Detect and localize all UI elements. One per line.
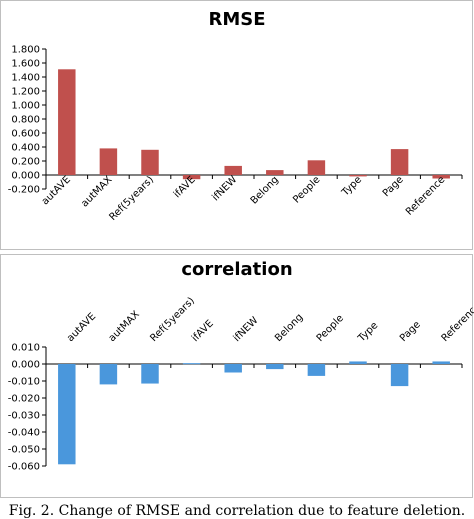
- correlation-chart-panel: correlation 0.010 0.000 -0.010 -0.020 -0.030…: [0, 254, 474, 500]
- correlation-chart-border: [0, 254, 473, 498]
- correlation-bar: [99, 364, 118, 385]
- correlation-y-tick-label: -0.010: [8, 377, 40, 388]
- rmse-chart-border: [0, 0, 473, 250]
- rmse-category-label: Reference: [404, 174, 447, 217]
- correlation-bar: [182, 363, 201, 365]
- rmse-bar: [349, 175, 367, 177]
- rmse-category-label: Ref(5years): [107, 174, 156, 223]
- correlation-y-tick-label: -0.050: [8, 445, 40, 456]
- rmse-y-tick-label: 0.600: [11, 129, 40, 140]
- rmse-y-tick-label: 0.400: [11, 143, 40, 154]
- rmse-category-label: ifNEW: [210, 174, 239, 203]
- rmse-bar: [390, 149, 409, 175]
- correlation-bar: [224, 364, 242, 373]
- rmse-y-tick-label: 0.200: [11, 157, 40, 168]
- correlation-bar: [390, 364, 409, 387]
- rmse-y-tick-label: 0.000: [11, 171, 40, 182]
- rmse-y-tick-label: 1.800: [11, 45, 40, 56]
- correlation-y-tick-label: 0.010: [11, 343, 40, 354]
- correlation-category-label: Type: [356, 320, 381, 345]
- correlation-category-label: People: [315, 313, 346, 344]
- rmse-chart-plot: 1.800 1.600 1.400 1.200 1.000 0.800 0.600 0.400…: [8, 45, 463, 223]
- correlation-y-tick-label: -0.040: [8, 428, 40, 439]
- rmse-category-label: autMAX: [79, 174, 114, 209]
- correlation-category-label: Belong: [273, 312, 305, 344]
- correlation-category-label: ifAVE: [190, 318, 216, 344]
- rmse-category-label: autAVE: [40, 174, 73, 207]
- rmse-y-tick-label: 0.800: [11, 115, 40, 126]
- rmse-bar: [266, 170, 284, 175]
- correlation-category-label: Page: [398, 319, 423, 344]
- rmse-bar: [182, 175, 201, 180]
- correlation-bar: [58, 364, 76, 465]
- rmse-category-label: Page: [381, 174, 406, 199]
- rmse-bar: [224, 165, 242, 175]
- rmse-bar: [99, 148, 118, 175]
- correlation-category-label: Reference: [440, 301, 474, 344]
- rmse-category-label: Belong: [249, 174, 281, 206]
- rmse-y-tick-label: 1.600: [11, 59, 40, 70]
- rmse-category-label: Type: [339, 174, 364, 199]
- rmse-chart-panel: RMSE 1.800 1.600 1.400 1.200 1.000 0.800 0.600…: [0, 0, 474, 254]
- rmse-bar: [141, 149, 159, 175]
- rmse-category-label: People: [291, 174, 322, 205]
- rmse-bar: [307, 160, 326, 175]
- rmse-y-tick-label: 1.000: [11, 101, 40, 112]
- rmse-bar: [58, 69, 76, 175]
- correlation-chart-plot: 0.010 0.000 -0.010 -0.020 -0.030 -0.040 -0.050…: [8, 295, 474, 473]
- rmse-bar: [432, 175, 450, 179]
- correlation-bar: [141, 364, 159, 384]
- correlation-category-label: ifNEW: [232, 315, 261, 344]
- correlation-category-label: autAVE: [65, 311, 98, 344]
- correlation-y-tick-label: -0.060: [8, 462, 40, 473]
- rmse-y-tick-label: -0.200: [8, 185, 40, 196]
- correlation-bar: [432, 361, 450, 364]
- correlation-y-tick-label: -0.020: [8, 394, 40, 405]
- correlation-bar: [349, 361, 367, 364]
- correlation-y-tick-label: 0.000: [11, 360, 40, 371]
- rmse-y-tick-label: 1.200: [11, 87, 40, 98]
- rmse-y-tick-label: 1.400: [11, 73, 40, 84]
- correlation-y-tick-label: -0.030: [8, 411, 40, 422]
- correlation-chart-title: correlation: [181, 259, 293, 280]
- rmse-category-label: ifAVE: [172, 174, 198, 200]
- correlation-bar: [266, 364, 284, 370]
- correlation-bar: [307, 364, 326, 376]
- rmse-chart-title: RMSE: [208, 9, 266, 30]
- figure-caption: Fig. 2. Change of RMSE and correlation d…: [8, 503, 466, 519]
- correlation-category-label: autMAX: [107, 309, 142, 344]
